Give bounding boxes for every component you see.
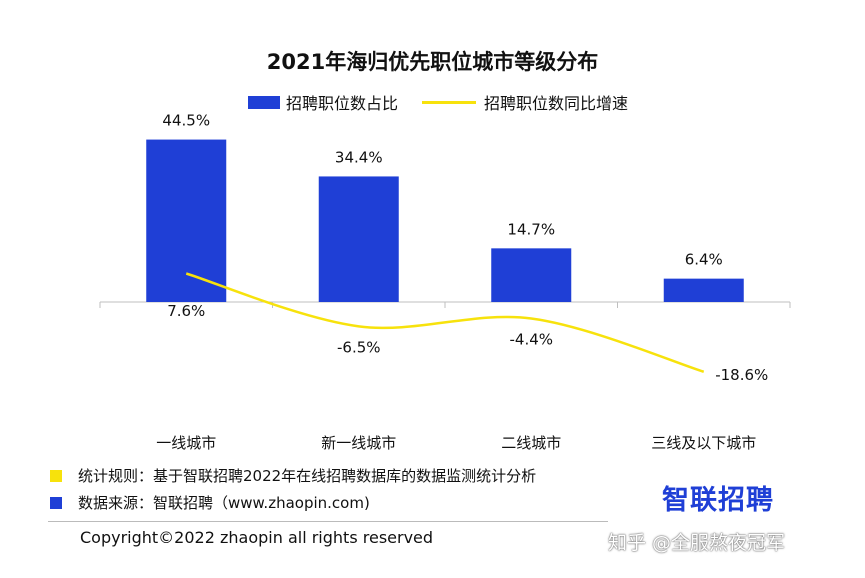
- bar: [146, 139, 227, 302]
- brand-logo: 智联招聘: [662, 485, 774, 516]
- x-tick-label: 二线城市: [501, 434, 561, 452]
- x-tick-label: 三线及以下城市: [651, 434, 756, 452]
- bar-value-label: 44.5%: [162, 112, 210, 130]
- line-value-label: -18.6%: [715, 366, 768, 384]
- legend-line-label: 招聘职位数同比增速: [484, 94, 629, 113]
- bar: [318, 176, 399, 302]
- bar-value-label: 6.4%: [685, 251, 723, 269]
- source-swatch: [50, 496, 62, 509]
- copyright-text: Copyright©2022 zhaopin all rights reserv…: [80, 528, 434, 547]
- chart-legend: 招聘职位数占比 招聘职位数同比增速: [248, 90, 628, 114]
- footer-source-row: 数据来源：智联招聘（www.zhaopin.com): [50, 492, 370, 513]
- chart-title: 2021年海归优先职位城市等级分布: [266, 50, 599, 74]
- line-value-label: -6.5%: [337, 338, 381, 356]
- line-value-label: 7.6%: [167, 302, 205, 320]
- bar-value-label: 34.4%: [335, 148, 383, 166]
- watermark-text: 知乎 @全服熬夜冠军: [608, 532, 786, 554]
- rule-text: 统计规则：基于智联招聘2022年在线招聘数据库的数据监测统计分析: [78, 467, 537, 485]
- growth-line: [185, 272, 705, 373]
- bar: [491, 248, 572, 302]
- bar: [663, 278, 744, 302]
- source-text: 数据来源：智联招聘（www.zhaopin.com): [78, 494, 370, 512]
- line-value-label: -4.4%: [509, 331, 553, 349]
- chart-plot: 44.5% 34.4% 14.7% 6.4% 7.6% -6.5% -4.4% -18.6% 一…: [99, 112, 791, 452]
- x-tick-label: 新一线城市: [321, 434, 396, 452]
- footer-rule-row: 统计规则：基于智联招聘2022年在线招聘数据库的数据监测统计分析: [50, 465, 536, 486]
- rule-swatch: [50, 469, 62, 482]
- x-tick-label: 一线城市: [156, 434, 216, 452]
- legend-line-swatch: [422, 100, 477, 104]
- bar-value-label: 14.7%: [507, 220, 555, 238]
- legend-bar-label: 招聘职位数占比: [286, 94, 399, 113]
- legend-bar-swatch: [248, 95, 280, 109]
- footer-divider: [48, 521, 608, 522]
